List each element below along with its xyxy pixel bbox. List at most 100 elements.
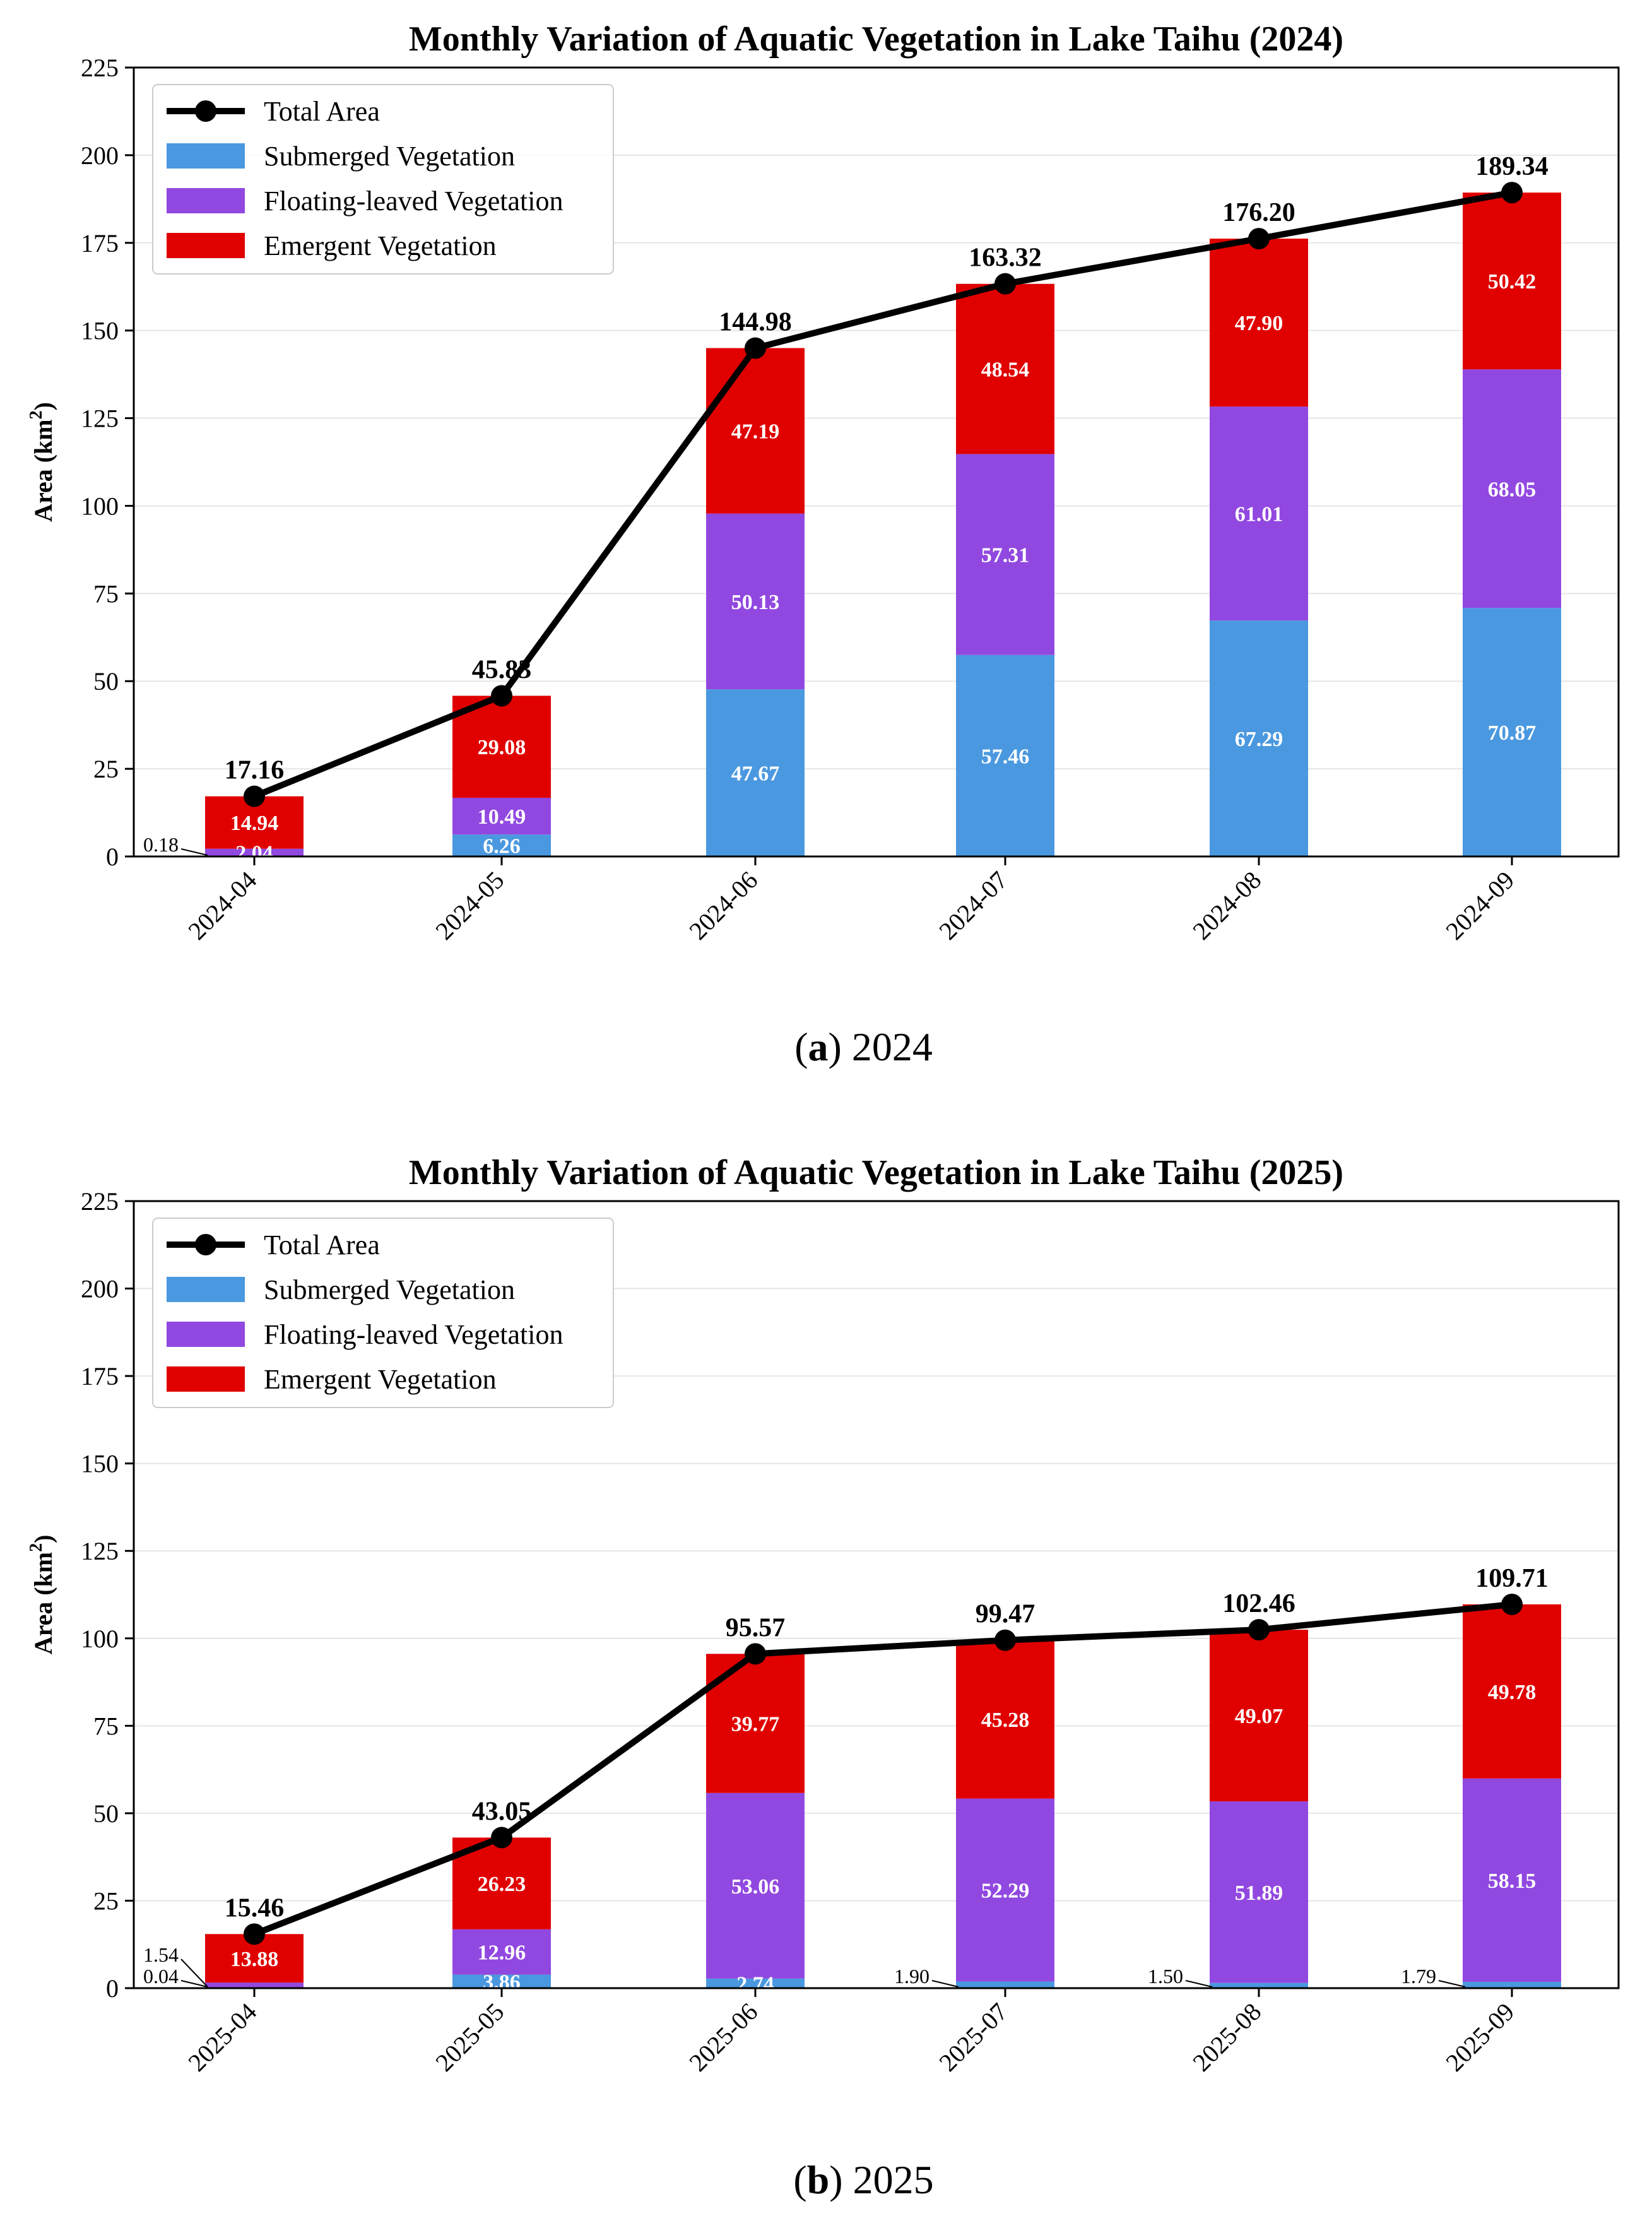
y-tick-label: 50 bbox=[93, 1799, 119, 1828]
bar-floating-2025-05 bbox=[452, 1929, 551, 1975]
legend-swatch-floating bbox=[167, 1322, 245, 1347]
y-tick-label: 0 bbox=[106, 843, 119, 871]
segment-label: 45.28 bbox=[981, 1709, 1030, 1732]
total-area-point bbox=[994, 273, 1016, 295]
segment-label: 13.88 bbox=[230, 1948, 279, 1971]
segment-label: 14.94 bbox=[230, 812, 279, 835]
segment-label-outside: 1.79 bbox=[1401, 1965, 1436, 1988]
segment-label: 49.07 bbox=[1235, 1705, 1283, 1728]
segment-label: 47.67 bbox=[731, 762, 780, 786]
total-area-point bbox=[491, 1827, 512, 1849]
x-tick-label: 2025-06 bbox=[683, 1998, 763, 2077]
x-tick-label: 2025-09 bbox=[1440, 1998, 1519, 2077]
plot-frame bbox=[133, 1200, 1620, 1989]
bar-floating-2024-07 bbox=[956, 454, 1054, 655]
legend-label: Submerged Vegetation bbox=[264, 1274, 515, 1305]
total-area-point bbox=[994, 1629, 1016, 1651]
bar-floating-2025-09 bbox=[1463, 1778, 1561, 1982]
legend-swatch-emergent bbox=[167, 1366, 245, 1392]
total-area-point bbox=[1501, 1593, 1523, 1615]
x-tick-label: 2024-04 bbox=[182, 866, 262, 945]
x-tick-label: 2024-05 bbox=[430, 866, 509, 945]
total-area-point bbox=[1248, 1619, 1270, 1641]
segment-label: 61.01 bbox=[1235, 503, 1283, 526]
segment-label: 47.90 bbox=[1235, 312, 1283, 335]
total-area-point bbox=[244, 1923, 265, 1945]
annotation-arrow bbox=[1438, 1980, 1466, 1988]
bar-submerged-2024-05 bbox=[452, 834, 551, 856]
legend-swatch-emergent bbox=[167, 233, 245, 258]
bar-floating-2024-04 bbox=[205, 848, 304, 856]
y-tick-label: 175 bbox=[81, 1362, 119, 1390]
segment-label: 26.23 bbox=[478, 1873, 526, 1896]
total-area-label: 15.46 bbox=[225, 1893, 285, 1923]
bar-submerged-2024-07 bbox=[956, 655, 1054, 856]
x-tick-label: 2025-07 bbox=[933, 1998, 1013, 2077]
y-tick-label: 100 bbox=[81, 1625, 119, 1653]
segment-label-outside: 0.18 bbox=[143, 833, 179, 856]
chart-panel-1: Monthly Variation of Aquatic Vegetation … bbox=[27, 20, 1620, 1069]
segment-label: 53.06 bbox=[731, 1875, 780, 1899]
legend-frame bbox=[152, 84, 614, 275]
total-area-label: 144.98 bbox=[719, 308, 792, 337]
y-tick-label: 125 bbox=[81, 1537, 119, 1565]
y-tick-label: 25 bbox=[93, 1887, 119, 1915]
segment-label: 39.77 bbox=[731, 1713, 780, 1736]
y-tick-label: 175 bbox=[81, 229, 119, 258]
bar-submerged-2025-08 bbox=[1210, 1982, 1308, 1988]
segment-label: 47.19 bbox=[731, 420, 780, 444]
legend-label: Total Area bbox=[264, 96, 380, 127]
bar-floating-2025-07 bbox=[956, 1798, 1054, 1982]
total-area-point bbox=[1501, 182, 1523, 204]
total-area-label: 17.16 bbox=[225, 756, 285, 785]
segment-label: 57.31 bbox=[981, 544, 1030, 567]
y-tick-label: 100 bbox=[81, 492, 119, 520]
total-area-point bbox=[1248, 228, 1270, 250]
segment-label: 51.89 bbox=[1235, 1881, 1283, 1905]
bar-submerged-2024-08 bbox=[1210, 620, 1308, 856]
legend: Total Area Submerged Vegetation Floating-l… bbox=[152, 84, 614, 275]
annotation-arrow bbox=[180, 1958, 208, 1988]
x-tick-label: 2025-04 bbox=[182, 1998, 262, 2077]
x-tick-label: 2024-07 bbox=[933, 866, 1013, 945]
segment-label: 50.42 bbox=[1488, 270, 1537, 293]
bar-floating-2025-06 bbox=[706, 1792, 805, 1979]
total-area-label: 99.47 bbox=[976, 1600, 1035, 1629]
segment-label: 50.13 bbox=[731, 591, 780, 614]
bar-submerged-2024-09 bbox=[1463, 608, 1561, 856]
segment-label: 29.08 bbox=[478, 736, 526, 759]
bar-emergent-2025-07 bbox=[956, 1640, 1054, 1799]
panel-caption: (a) 2024 bbox=[794, 1024, 933, 1069]
bar-emergent-2024-07 bbox=[956, 283, 1054, 454]
total-area-label: 102.46 bbox=[1222, 1589, 1295, 1618]
y-tick-label: 0 bbox=[106, 1974, 119, 2003]
annotation-arrow bbox=[1185, 1980, 1213, 1988]
bar-emergent-2025-08 bbox=[1210, 1630, 1308, 1802]
segment-label: 48.54 bbox=[981, 358, 1030, 382]
y-tick-label: 75 bbox=[93, 1712, 119, 1740]
segment-label: 58.15 bbox=[1488, 1869, 1537, 1893]
legend-marker-total bbox=[195, 100, 216, 122]
total-area-label: 109.71 bbox=[1475, 1564, 1549, 1593]
y-tick-label: 150 bbox=[81, 317, 119, 345]
panel-caption: (b) 2025 bbox=[793, 2157, 933, 2202]
segment-label: 57.46 bbox=[981, 745, 1030, 768]
annotation-arrow bbox=[931, 1980, 959, 1988]
bar-floating-2025-08 bbox=[1210, 1801, 1308, 1983]
legend-label: Emergent Vegetation bbox=[264, 230, 497, 261]
total-area-label: 45.83 bbox=[472, 655, 532, 684]
bar-submerged-2025-07 bbox=[956, 1981, 1054, 1988]
total-area-label: 95.57 bbox=[726, 1613, 786, 1642]
y-tick-label: 200 bbox=[81, 1275, 119, 1303]
total-area-label: 189.34 bbox=[1475, 152, 1549, 181]
bar-floating-2025-04 bbox=[205, 1982, 304, 1988]
segment-label-outside: 1.90 bbox=[894, 1965, 929, 1988]
bar-submerged-2025-05 bbox=[452, 1974, 551, 1988]
x-tick-label: 2025-05 bbox=[430, 1998, 509, 2077]
y-tick-label: 25 bbox=[93, 755, 119, 783]
annotation-arrow bbox=[180, 848, 208, 856]
segment-label: 70.87 bbox=[1488, 721, 1537, 745]
bar-emergent-2024-05 bbox=[452, 696, 551, 798]
total-area-point bbox=[244, 785, 265, 807]
